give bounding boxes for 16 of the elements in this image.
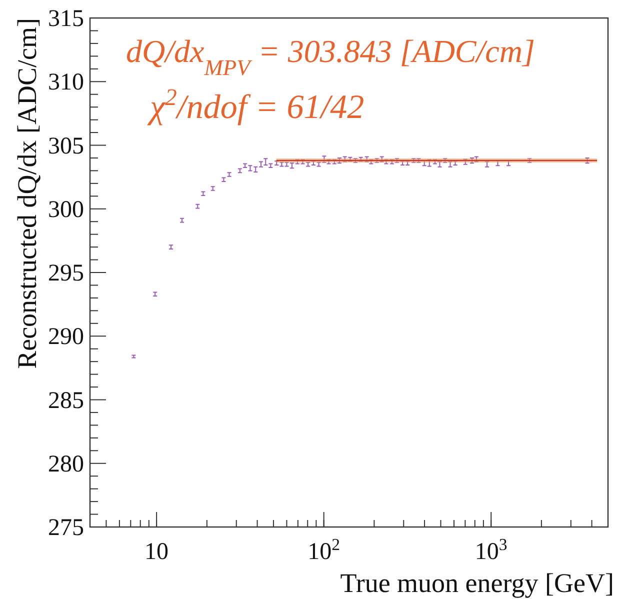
y-tick-label: 280 xyxy=(48,451,84,478)
x-tick-label: 10 xyxy=(144,539,169,565)
y-tick-label: 305 xyxy=(48,133,84,160)
y-tick-label: 315 xyxy=(48,6,84,32)
x-tick-label: 10$^{2}$ xyxy=(308,534,340,565)
y-tick-label: 290 xyxy=(48,324,84,350)
y-tick-label: 275 xyxy=(48,515,84,541)
y-tick-label: 285 xyxy=(48,388,84,414)
y-tick-label: 310 xyxy=(48,70,84,96)
annotation: χ$^{2}$/ndof = 61/42 xyxy=(147,85,364,126)
y-tick-label: 295 xyxy=(48,260,84,286)
annotation: dQ/dx$_{MPV}$ = 303.843 [ADC/cm] xyxy=(126,33,535,80)
y-tick-label: 300 xyxy=(48,196,84,223)
x-tick-label: 10$^{3}$ xyxy=(474,534,508,565)
y-axis-title: Reconstructed dQ/dx [ADC/cm] xyxy=(12,18,42,369)
x-axis-title: True muon energy [GeV] xyxy=(340,568,614,598)
